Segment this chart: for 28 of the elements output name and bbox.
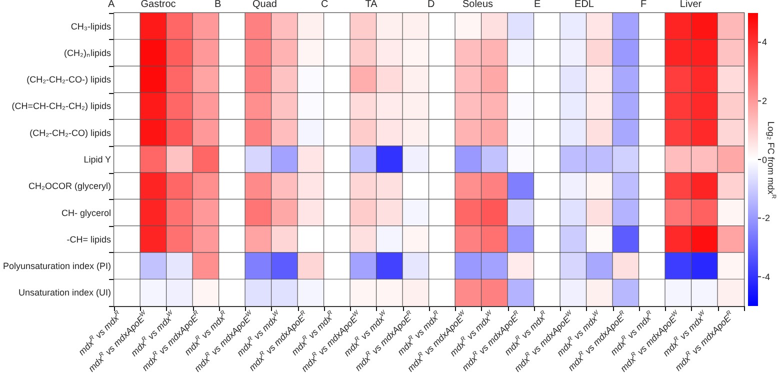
y-tick-label: (CH₂)ₙlipids (64, 48, 112, 58)
y-tick-label: Lipid Y (84, 154, 112, 164)
text: Gastroc (140, 0, 176, 10)
y-tick-label: CH₂OCOR (glyceryl) (28, 181, 112, 192)
text: Liver (680, 0, 702, 10)
text: Quad (252, 0, 277, 10)
y-tick-label: CH₃-lipids (70, 21, 112, 32)
text: EDL (574, 0, 594, 10)
color-bar-label: -2 (762, 213, 770, 224)
text: D (428, 0, 435, 10)
text: A (108, 0, 115, 10)
y-tick-label: (CH₂-CH₂-CO-) lipids (26, 74, 112, 85)
y-tick-label: Unsaturation index (UI) (18, 288, 112, 298)
color-bar-label: 4 (762, 37, 768, 48)
y-tick-label: (CH₂-CH₂-CO) lipids (30, 128, 112, 138)
color-bar-label: -4 (762, 272, 770, 282)
y-tick-label: (CH=CH-CH₂-CH₂) lipids (12, 101, 112, 112)
color-bar-label: 2 (762, 96, 768, 106)
y-tick-label: CH- glycerol (62, 208, 112, 218)
y-tick-label: Polyunsaturation index (PI) (2, 261, 112, 272)
text: C (321, 0, 328, 10)
text: F (640, 0, 647, 10)
text: E (534, 0, 541, 10)
text: B (214, 0, 222, 10)
y-tick-label: -CH= lipids (66, 234, 112, 244)
text: Soleus (462, 0, 494, 10)
text: TA (365, 0, 378, 10)
color-bar-label: 0 (762, 154, 768, 164)
